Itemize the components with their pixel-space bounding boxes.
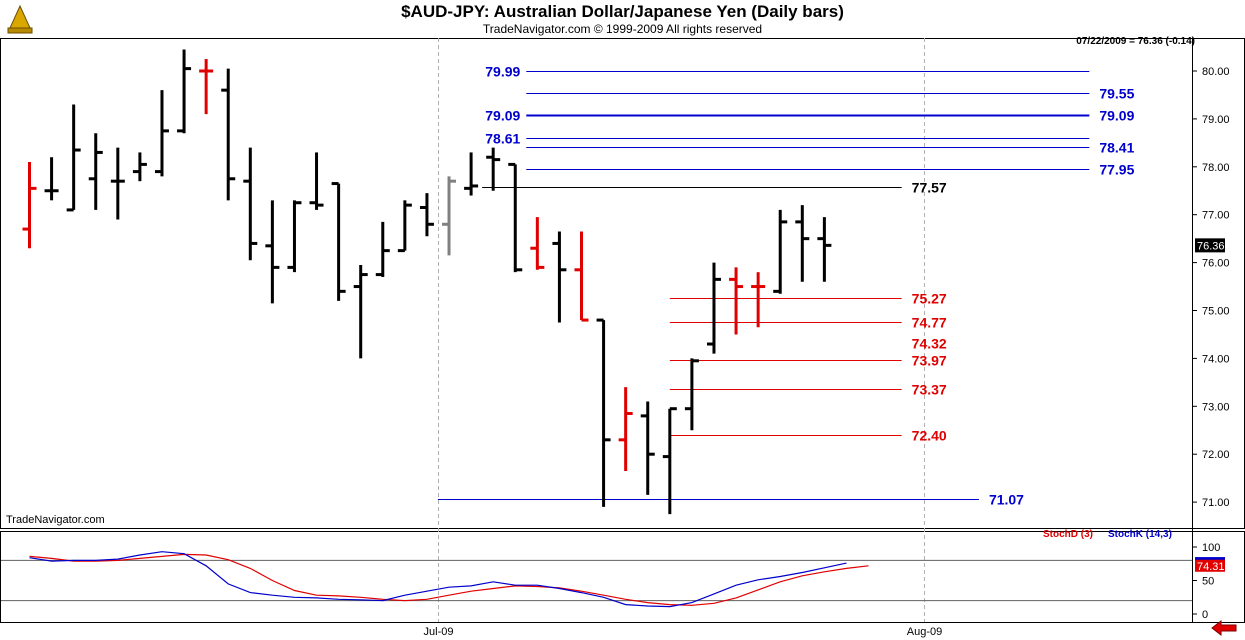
- y-tick-label: 80.00: [1202, 66, 1230, 78]
- stoch-tick-label: 0: [1202, 609, 1208, 621]
- price-levels: 79.99 79.55 79.09 79.09 78.61 78.41 77.95 77.57…: [437, 64, 1135, 508]
- y-tick-label: 79.00: [1202, 114, 1230, 126]
- level-label: 72.40: [912, 428, 947, 444]
- stochd-line: [29, 553, 869, 606]
- price-axis: 80.00 79.00 78.00 77.00 76.00 75.00 74.00 73.00…: [1192, 66, 1230, 509]
- y-tick-label: 78.00: [1202, 162, 1230, 174]
- y-tick-label: 76.00: [1202, 258, 1230, 270]
- stochd-last-label: 74.31: [1197, 561, 1225, 573]
- trade-navigator-logo-icon: [7, 4, 33, 34]
- x-tick-label: Jul-09: [424, 626, 454, 638]
- y-tick-label: 77.00: [1202, 210, 1230, 222]
- price-bars: [22, 49, 832, 515]
- level-label: 75.27: [912, 291, 947, 307]
- last-price-label: 76.36: [1197, 240, 1225, 252]
- legend-stochk: StochK (14,3): [1108, 529, 1172, 540]
- y-tick-label: 73.00: [1202, 401, 1230, 413]
- level-label: 79.09: [485, 108, 520, 124]
- level-label: 73.37: [912, 382, 947, 398]
- level-label: 79.09: [1099, 108, 1134, 124]
- level-label: 79.55: [1099, 86, 1134, 102]
- y-tick-label: 72.00: [1202, 449, 1230, 461]
- y-tick-label: 74.00: [1202, 353, 1230, 365]
- chart-subtitle: TradeNavigator.com © 1999-2009 All right…: [482, 22, 763, 36]
- chart-title: $AUD-JPY: Australian Dollar/Japanese Yen…: [401, 2, 844, 21]
- stochastic-panel: 100 50 0 74.31: [1, 542, 1225, 621]
- time-axis: Jul-09 Aug-09: [424, 626, 943, 638]
- level-label: 71.07: [989, 492, 1024, 508]
- y-tick-label: 75.00: [1202, 306, 1230, 318]
- legend-stochd: StochD (3): [1043, 529, 1093, 540]
- stochd-last-box: [1195, 559, 1225, 572]
- stoch-tick-label: 50: [1202, 576, 1214, 588]
- level-label: 74.77: [912, 315, 947, 331]
- level-label: 78.61: [485, 131, 520, 147]
- level-label: 73.97: [912, 353, 947, 369]
- level-label: 77.57: [912, 180, 947, 196]
- last-quote: 07/22/2009 = 76.36 (-0.14): [1076, 36, 1195, 47]
- watermark: TradeNavigator.com: [6, 514, 105, 526]
- stoch-tick-label: 100: [1202, 542, 1220, 554]
- level-label: 74.32: [912, 336, 947, 352]
- left-arrow-icon[interactable]: [1211, 620, 1237, 636]
- grid-lines: [438, 38, 925, 622]
- stochk-line: [29, 551, 847, 608]
- y-tick-label: 71.00: [1202, 497, 1230, 509]
- last-price-box: [1195, 238, 1225, 253]
- level-label: 78.41: [1099, 140, 1134, 156]
- level-label: 77.95: [1099, 162, 1134, 178]
- level-label: 79.99: [485, 64, 520, 80]
- price-panel-border: [0, 38, 1245, 529]
- x-tick-label: Aug-09: [907, 626, 942, 638]
- stoch-panel-border: [0, 531, 1245, 623]
